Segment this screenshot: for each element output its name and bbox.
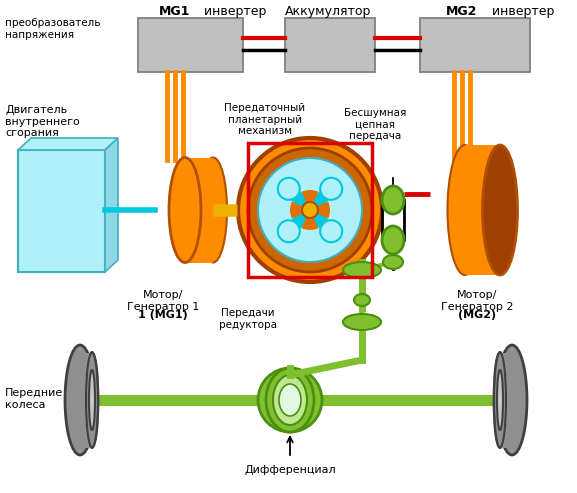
Text: Двигатель
внутреннего
сгорания: Двигатель внутреннего сгорания bbox=[5, 105, 80, 138]
Bar bbox=[185, 157, 213, 262]
Text: Передачи
редуктора: Передачи редуктора bbox=[219, 308, 277, 330]
Text: Передаточный
планетарный
механизм: Передаточный планетарный механизм bbox=[224, 103, 306, 136]
Ellipse shape bbox=[273, 375, 307, 425]
Circle shape bbox=[258, 158, 362, 262]
Ellipse shape bbox=[448, 145, 482, 275]
Bar bbox=[80, 352, 92, 448]
Ellipse shape bbox=[279, 384, 301, 416]
Text: инвертер: инвертер bbox=[488, 5, 554, 18]
Ellipse shape bbox=[86, 352, 98, 448]
Ellipse shape bbox=[382, 226, 404, 254]
Circle shape bbox=[258, 368, 322, 432]
Text: Дифференциал: Дифференциал bbox=[244, 465, 336, 475]
Ellipse shape bbox=[86, 352, 98, 448]
Ellipse shape bbox=[89, 370, 95, 430]
Ellipse shape bbox=[65, 345, 95, 455]
Text: Аккумулятор: Аккумулятор bbox=[285, 5, 371, 18]
Ellipse shape bbox=[343, 314, 381, 330]
Wedge shape bbox=[302, 190, 319, 210]
Wedge shape bbox=[302, 210, 319, 230]
Text: Мотор/
Генератор 1: Мотор/ Генератор 1 bbox=[127, 290, 199, 312]
Ellipse shape bbox=[382, 186, 404, 214]
Text: MG2: MG2 bbox=[447, 5, 478, 18]
Wedge shape bbox=[290, 202, 310, 218]
Text: (MG2): (MG2) bbox=[458, 310, 496, 320]
Text: 1 (MG1): 1 (MG1) bbox=[138, 310, 188, 320]
Ellipse shape bbox=[497, 370, 503, 430]
Ellipse shape bbox=[494, 352, 506, 448]
Ellipse shape bbox=[343, 262, 381, 278]
Text: Мотор/
Генератор 2: Мотор/ Генератор 2 bbox=[441, 290, 514, 312]
Ellipse shape bbox=[266, 368, 314, 432]
Circle shape bbox=[320, 220, 342, 242]
Text: Передние
колеса: Передние колеса bbox=[5, 388, 63, 410]
Circle shape bbox=[278, 220, 300, 242]
Text: Бесшумная
цепная
передача: Бесшумная цепная передача bbox=[344, 108, 406, 141]
Bar bbox=[138, 18, 243, 72]
Ellipse shape bbox=[169, 157, 201, 262]
Bar bbox=[248, 143, 372, 277]
Bar bbox=[420, 18, 530, 72]
Ellipse shape bbox=[383, 255, 403, 269]
Text: преобразователь
напряжения: преобразователь напряжения bbox=[5, 18, 100, 39]
Bar bbox=[18, 150, 105, 272]
Circle shape bbox=[320, 178, 342, 200]
Circle shape bbox=[238, 138, 382, 282]
Ellipse shape bbox=[497, 345, 527, 455]
Bar bbox=[285, 18, 375, 72]
Ellipse shape bbox=[494, 352, 506, 448]
Circle shape bbox=[278, 178, 300, 200]
Text: инвертер: инвертер bbox=[200, 5, 267, 18]
Polygon shape bbox=[18, 138, 118, 150]
Ellipse shape bbox=[199, 157, 227, 262]
Polygon shape bbox=[105, 138, 118, 272]
Circle shape bbox=[302, 202, 318, 218]
Ellipse shape bbox=[354, 294, 370, 306]
Text: MG1: MG1 bbox=[159, 5, 190, 18]
Ellipse shape bbox=[482, 145, 518, 275]
Circle shape bbox=[248, 148, 372, 272]
Bar bbox=[465, 145, 500, 275]
Wedge shape bbox=[310, 202, 330, 218]
Bar bbox=[500, 352, 512, 448]
